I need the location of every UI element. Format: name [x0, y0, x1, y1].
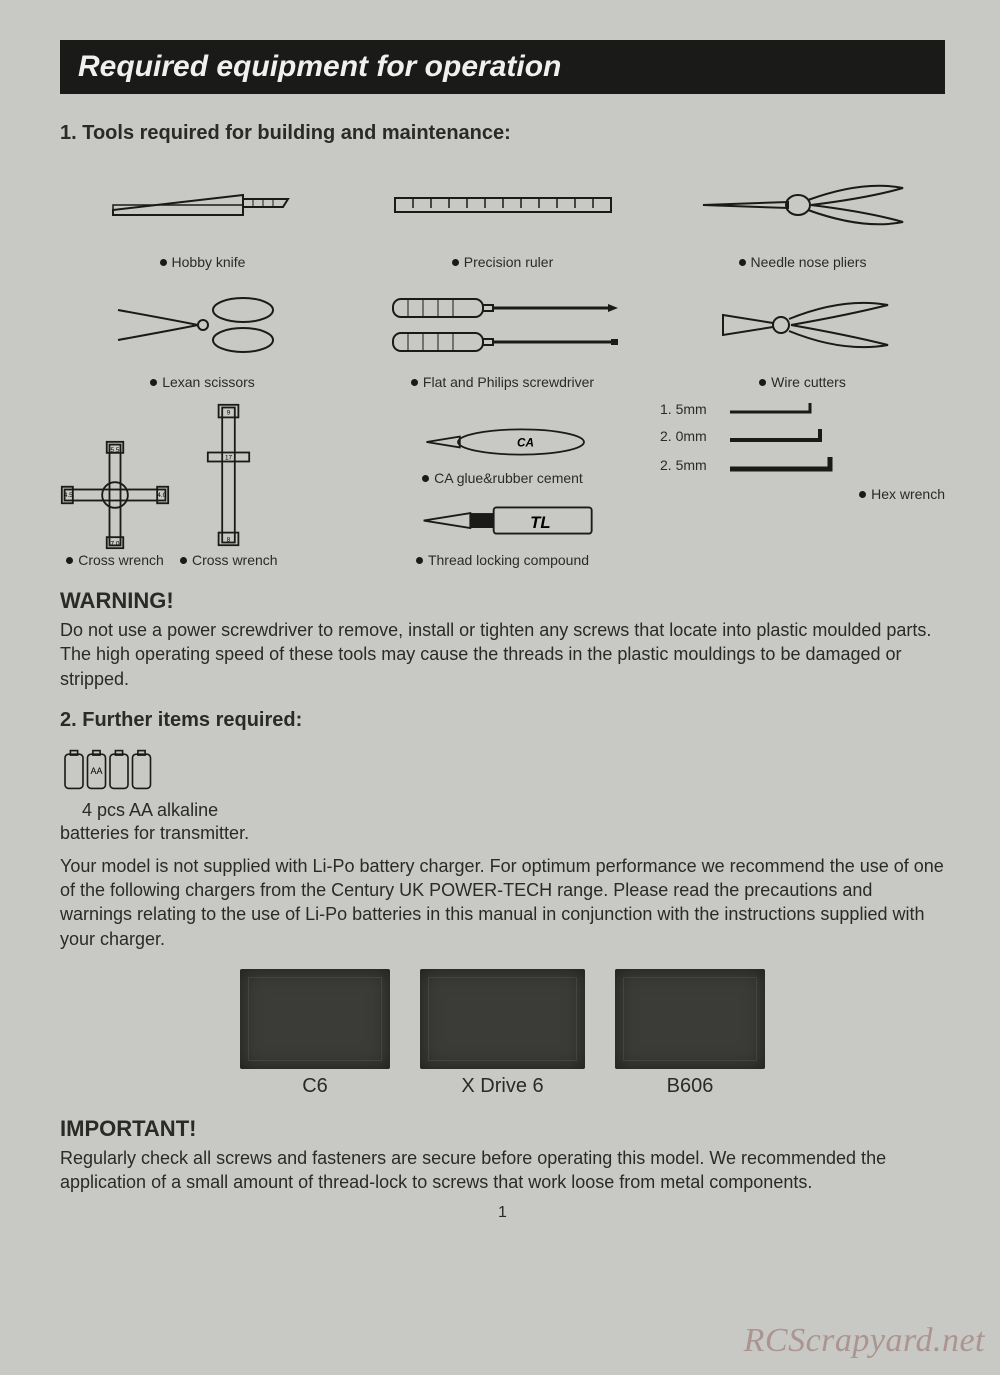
screwdriver-label: Flat and Philips screwdriver [423, 374, 594, 390]
svg-text:5.5: 5.5 [111, 447, 120, 454]
screwdriver-icon [360, 280, 645, 370]
charger-c6-image [240, 969, 390, 1069]
svg-text:CA: CA [517, 437, 534, 450]
warning-text: Do not use a power screwdriver to remove… [60, 618, 945, 691]
cross-wrench-2-icon: 9 8 17 [206, 400, 251, 550]
svg-text:17: 17 [225, 455, 233, 462]
charger-xdrive6: X Drive 6 [420, 969, 585, 1098]
scissors-label: Lexan scissors [162, 374, 255, 390]
cross-wrench-1-label: Cross wrench [78, 552, 164, 568]
tool-glue-threadlock: CA CA glue&rubber cement TL Thread locki… [360, 400, 645, 568]
charger-row: C6 X Drive 6 B606 [60, 969, 945, 1098]
important-text: Regularly check all screws and fasteners… [60, 1146, 945, 1195]
svg-text:4.5: 4.5 [64, 492, 73, 499]
batteries-block: AA 4 pcs AA alkaline batteries for trans… [60, 747, 945, 846]
needle-pliers-label: Needle nose pliers [751, 254, 867, 270]
ruler-icon [360, 160, 645, 250]
svg-text:9: 9 [227, 410, 231, 417]
ca-glue-label: CA glue&rubber cement [434, 470, 583, 486]
svg-text:TL: TL [530, 513, 551, 532]
hex-size-0: 1. 5mm [660, 401, 707, 417]
charger-b606-image [615, 969, 765, 1069]
ca-glue-icon: CA [408, 424, 598, 460]
tool-hobby-knife: Hobby knife [60, 160, 345, 270]
section1-heading: 1. Tools required for building and maint… [60, 122, 945, 145]
tool-screwdrivers: Flat and Philips screwdriver [360, 280, 645, 390]
batteries-caption-2: batteries for transmitter. [60, 822, 945, 845]
section2-text: Your model is not supplied with Li-Po ba… [60, 854, 945, 951]
wire-cutters-icon [660, 280, 945, 370]
svg-text:7.0: 7.0 [111, 540, 120, 547]
tool-lexan-scissors: Lexan scissors [60, 280, 345, 390]
tool-hex-wrench: 1. 5mm 2. 0mm 2. 5mm Hex wrench [660, 400, 945, 568]
section2-heading: 2. Further items required: [60, 709, 945, 732]
svg-text:4.0: 4.0 [157, 492, 166, 499]
important-title: IMPORTANT! [60, 1116, 945, 1142]
batteries-icon: AA [60, 747, 160, 792]
batteries-caption-1: 4 pcs AA alkaline [60, 799, 945, 822]
scissors-icon [60, 280, 345, 370]
tool-precision-ruler: Precision ruler [360, 160, 645, 270]
charger-c6: C6 [240, 969, 390, 1098]
hobby-knife-icon [60, 160, 345, 250]
charger-c6-label: C6 [302, 1075, 328, 1098]
cross-wrench-2-label: Cross wrench [192, 552, 278, 568]
charger-b606: B606 [615, 969, 765, 1098]
hex-size-1: 2. 0mm [660, 428, 707, 444]
cross-wrench-1-icon: 5.5 7.0 4.5 4.0 [60, 440, 170, 550]
wire-cutters-label: Wire cutters [771, 374, 846, 390]
tool-wire-cutters: Wire cutters [660, 280, 945, 390]
page-header: Required equipment for operation [60, 40, 945, 94]
tool-cross-wrenches: 5.5 7.0 4.5 4.0 Cross wrench 9 8 17 Cro [60, 400, 345, 568]
charger-b606-label: B606 [667, 1075, 714, 1098]
hex-wrench-label: Hex wrench [871, 486, 945, 502]
watermark: RCScrapyard.net [744, 1322, 985, 1360]
svg-text:8: 8 [227, 537, 231, 544]
tools-grid: Hobby knife Precision ruler [60, 160, 945, 568]
charger-xdrive6-label: X Drive 6 [461, 1075, 543, 1098]
tool-needle-nose-pliers: Needle nose pliers [660, 160, 945, 270]
charger-xdrive6-image [420, 969, 585, 1069]
hex-size-2: 2. 5mm [660, 457, 707, 473]
svg-text:AA: AA [90, 766, 102, 776]
hobby-knife-label: Hobby knife [172, 254, 246, 270]
page-number: 1 [60, 1204, 945, 1222]
thread-lock-icon: TL [403, 500, 603, 542]
thread-lock-label: Thread locking compound [428, 552, 589, 568]
ruler-label: Precision ruler [464, 254, 553, 270]
warning-title: WARNING! [60, 588, 945, 614]
needle-pliers-icon [660, 160, 945, 250]
